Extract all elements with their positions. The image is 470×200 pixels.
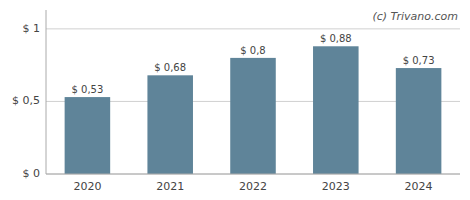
bar xyxy=(396,68,442,174)
data-label: $ 0,68 xyxy=(154,62,186,73)
data-label: $ 0,53 xyxy=(71,84,103,95)
grid-line xyxy=(46,28,460,29)
watermark: (c) Trivano.com xyxy=(372,10,458,23)
y-tick-label: $ 0,5 xyxy=(12,94,40,107)
bar xyxy=(230,58,276,174)
bar xyxy=(147,75,193,174)
page: {"chart_data": {"type": "bar", "annotati… xyxy=(0,0,470,200)
y-tick-label: $ 0 xyxy=(23,167,41,180)
grid-line xyxy=(46,174,460,175)
x-tick-label: 2020 xyxy=(73,180,101,193)
data-label: $ 0,73 xyxy=(403,55,435,66)
x-tick-label: 2021 xyxy=(156,180,184,193)
y-axis-line xyxy=(46,10,47,174)
bar xyxy=(65,97,111,174)
x-tick-label: 2023 xyxy=(322,180,350,193)
chart-container: $ 0 $ 0,5 $ 1 $ 0,53 $ 0,68 $ 0,8 $ 0,88 $ 0,73… xyxy=(0,0,470,200)
chart-svg: $ 0 $ 0,5 $ 1 $ 0,53 $ 0,68 $ 0,8 $ 0,88 $ 0,73… xyxy=(0,0,470,200)
x-tick-label: 2022 xyxy=(239,180,267,193)
x-tick-label: 2024 xyxy=(405,180,433,193)
bar xyxy=(313,46,359,174)
x-axis-line xyxy=(46,174,460,175)
bars xyxy=(65,46,442,174)
data-label: $ 0,88 xyxy=(320,33,352,44)
y-tick-label: $ 1 xyxy=(23,22,41,35)
data-label: $ 0,8 xyxy=(240,45,265,56)
grid xyxy=(46,29,460,174)
